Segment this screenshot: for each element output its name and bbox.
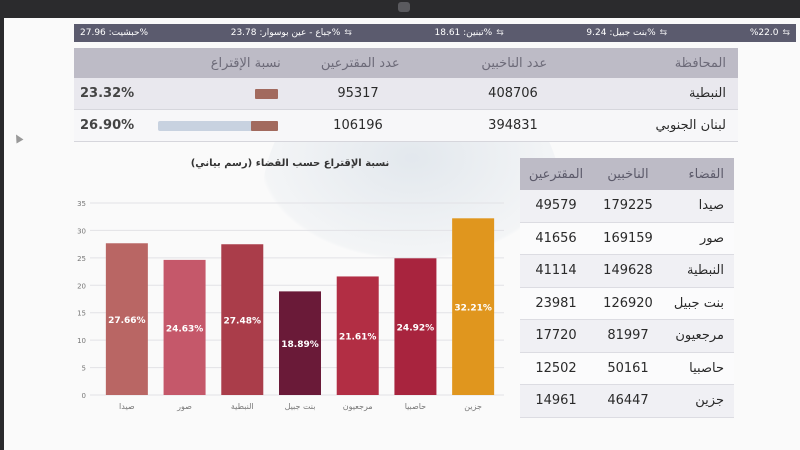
chart-bar bbox=[279, 291, 321, 395]
bar-value-label: 27.66% bbox=[108, 316, 146, 326]
voters-count: 169159 bbox=[603, 230, 653, 246]
voters-count: 149628 bbox=[603, 263, 653, 279]
district-table: القضاء الناخبين المقترعين صيدا 179225 4957… bbox=[520, 158, 734, 418]
voters-count: 81997 bbox=[607, 328, 649, 344]
voters-count: 50161 bbox=[607, 360, 649, 376]
district-name: مرجعيون bbox=[675, 328, 724, 344]
webcam bbox=[398, 2, 410, 12]
table-row: جزين 46447 14961 bbox=[520, 385, 734, 418]
header-participants: المقترعين bbox=[528, 166, 584, 182]
voters-count: 394831 bbox=[488, 118, 538, 133]
swap-icon: ⇆ bbox=[782, 28, 790, 38]
district-name: جزين bbox=[695, 393, 724, 409]
x-tick-label: بنت جبيل bbox=[285, 402, 316, 411]
monitor-bezel bbox=[0, 0, 800, 18]
bar-value-label: 18.89% bbox=[281, 340, 319, 350]
district-name: حاصبيا bbox=[689, 360, 724, 376]
y-tick-label: 10 bbox=[77, 337, 86, 345]
table-row: حاصبيا 50161 12502 bbox=[520, 352, 734, 385]
bar-value-label: 32.21% bbox=[454, 304, 492, 314]
x-tick-label: مرجعيون bbox=[343, 402, 373, 411]
chart-bar bbox=[163, 259, 206, 395]
participants-count: 49579 bbox=[535, 198, 577, 214]
table-row: صيدا 179225 49579 bbox=[520, 190, 734, 223]
ticker-item: حبشيت: 27.96% bbox=[80, 28, 149, 38]
governorate-name: النبطية bbox=[689, 86, 726, 101]
y-tick-label: 30 bbox=[77, 227, 86, 235]
y-tick-label: 5 bbox=[82, 365, 86, 373]
governorate-table: المحافظة عدد الناخبين عدد المقترعين نسبة… bbox=[74, 48, 738, 142]
district-name: صيدا bbox=[698, 198, 724, 214]
x-tick-label: النبطية bbox=[231, 402, 254, 411]
y-tick-label: 25 bbox=[77, 255, 86, 263]
district-name: بنت جبيل bbox=[673, 295, 724, 311]
y-tick-label: 0 bbox=[82, 392, 86, 400]
participants-count: 41114 bbox=[535, 263, 577, 279]
chart-bar bbox=[452, 218, 495, 395]
chart-title: نسبة الإقتراع حسب القضاء (رسم بياني) bbox=[190, 158, 390, 169]
header-district: القضاء bbox=[688, 166, 725, 182]
turnout-percent: 26.90% bbox=[80, 118, 135, 133]
district-name: النبطية bbox=[687, 263, 724, 279]
turnout-bar bbox=[154, 120, 278, 131]
header-voters: الناخبين bbox=[607, 166, 649, 182]
participants-count: 12502 bbox=[535, 360, 577, 376]
participants-count: 41656 bbox=[535, 230, 577, 246]
table-row: لبنان الجنوبي 394831 106196 26.90% bbox=[74, 110, 738, 142]
bar-value-label: 27.48% bbox=[224, 317, 261, 327]
y-tick-label: 35 bbox=[77, 200, 86, 208]
voters-count: 179225 bbox=[603, 198, 653, 214]
district-rows: صيدا 179225 49579 صور 169159 41656 النبطية 14… bbox=[520, 190, 734, 418]
bar-value-label: 24.63% bbox=[166, 324, 204, 334]
bar-value-label: 21.61% bbox=[339, 333, 377, 343]
swap-icon: ⇆ bbox=[659, 28, 668, 38]
chart-bar bbox=[336, 276, 379, 395]
table-row: مرجعيون 81997 17720 bbox=[520, 320, 734, 353]
table-row: صور 169159 41656 bbox=[520, 222, 734, 255]
turnout-bar-chart: 0 5 10 15 20 25 30 35 27.66% صيدا 24.63% صور 27.48% ا… bbox=[77, 200, 504, 411]
x-tick-label: صيدا bbox=[119, 402, 135, 411]
district-table-header: القضاء الناخبين المقترعين bbox=[520, 158, 734, 190]
chart-bar bbox=[394, 258, 437, 395]
chart-bar bbox=[105, 243, 148, 395]
turnout-bar bbox=[154, 88, 278, 99]
header-voters: عدد الناخبين bbox=[481, 55, 548, 71]
turnout-bar-fill bbox=[251, 120, 278, 131]
ticker-item: %22.0 ⇆ bbox=[749, 28, 790, 38]
header-turnout: نسبة الإقتراع bbox=[210, 55, 281, 71]
y-tick-label: 20 bbox=[77, 282, 86, 290]
header-governorate: المحافظة bbox=[674, 55, 726, 71]
results-ticker: %22.0 ⇆ بنت جبيل: 9.24% ⇆ تبنين: 18.61% ⇆ ج… bbox=[74, 24, 796, 42]
voters-count: 46447 bbox=[607, 393, 649, 409]
participants-count: 23981 bbox=[535, 295, 577, 311]
y-tick-label: 15 bbox=[77, 310, 86, 318]
governorate-table-header: المحافظة عدد الناخبين عدد المقترعين نسبة… bbox=[74, 48, 738, 78]
participants-count: 14961 bbox=[535, 393, 577, 409]
x-tick-label: صور bbox=[176, 402, 192, 411]
voters-count: 408706 bbox=[488, 86, 538, 101]
participants-count: 17720 bbox=[535, 328, 577, 344]
swap-icon: ⇆ bbox=[496, 28, 504, 38]
x-tick-label: حاصبيا bbox=[405, 402, 426, 411]
header-participants: عدد المقترعين bbox=[320, 55, 400, 71]
participants-count: 106196 bbox=[333, 118, 383, 133]
voters-count: 126920 bbox=[603, 295, 653, 311]
swap-icon: ⇆ bbox=[344, 28, 352, 38]
district-name: صور bbox=[699, 230, 724, 246]
x-tick-label: جزين bbox=[464, 402, 482, 411]
ticker-item: جباع - عين بوسوار: 23.78% ⇆ bbox=[230, 28, 352, 38]
turnout-bar-fill bbox=[254, 88, 278, 99]
table-row: النبطية 149628 41114 bbox=[520, 255, 734, 288]
ticker-item: تبنين: 18.61% ⇆ bbox=[434, 28, 504, 38]
participants-count: 95317 bbox=[337, 86, 379, 101]
ticker-item: بنت جبيل: 9.24% ⇆ bbox=[586, 28, 668, 38]
chart-bar bbox=[221, 244, 264, 395]
bar-value-label: 24.92% bbox=[397, 324, 435, 334]
governorate-name: لبنان الجنوبي bbox=[655, 118, 726, 133]
turnout-percent: 23.32% bbox=[80, 86, 135, 101]
table-row: بنت جبيل 126920 23981 bbox=[520, 287, 734, 320]
table-row: النبطية 408706 95317 23.32% bbox=[74, 78, 738, 110]
